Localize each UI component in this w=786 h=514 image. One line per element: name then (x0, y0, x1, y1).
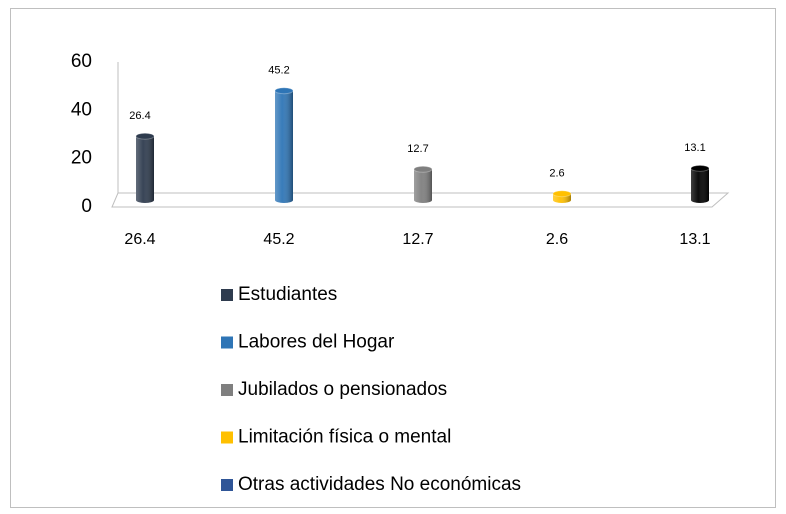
legend-swatch (221, 336, 233, 349)
chart-border (10, 8, 776, 508)
y-tick-label: 40 (71, 99, 92, 120)
data-label: 13.1 (684, 142, 705, 154)
y-tick-label: 20 (71, 148, 92, 169)
axis-floor (111, 62, 730, 208)
legend-label: Otras actividades No económicas (238, 474, 521, 495)
x-tick-label: 26.4 (124, 231, 155, 248)
data-label: 12.7 (407, 143, 428, 155)
bar (135, 132, 155, 203)
legend-swatch (221, 431, 233, 444)
data-label: 26.4 (129, 110, 150, 122)
x-tick-label: 13.1 (679, 231, 710, 248)
bar (413, 165, 433, 203)
legend-label: Limitación física o mental (238, 427, 451, 448)
bar (690, 164, 710, 203)
legend-label: Estudiantes (238, 284, 337, 305)
legend-swatch (221, 479, 233, 491)
legend-label: Jubilados o pensionados (238, 379, 447, 400)
y-tick-label: 60 (71, 51, 92, 72)
data-label: 2.6 (549, 168, 564, 180)
legend-swatch (221, 289, 233, 301)
legend-swatch (221, 384, 233, 396)
x-tick-label: 2.6 (546, 231, 568, 248)
data-label: 45.2 (268, 65, 289, 77)
x-tick-label: 45.2 (263, 231, 294, 248)
y-tick-label: 0 (81, 196, 92, 217)
legend-label: Labores del Hogar (238, 332, 395, 353)
bar (274, 87, 294, 203)
bar (552, 190, 572, 203)
x-tick-label: 12.7 (402, 231, 433, 248)
